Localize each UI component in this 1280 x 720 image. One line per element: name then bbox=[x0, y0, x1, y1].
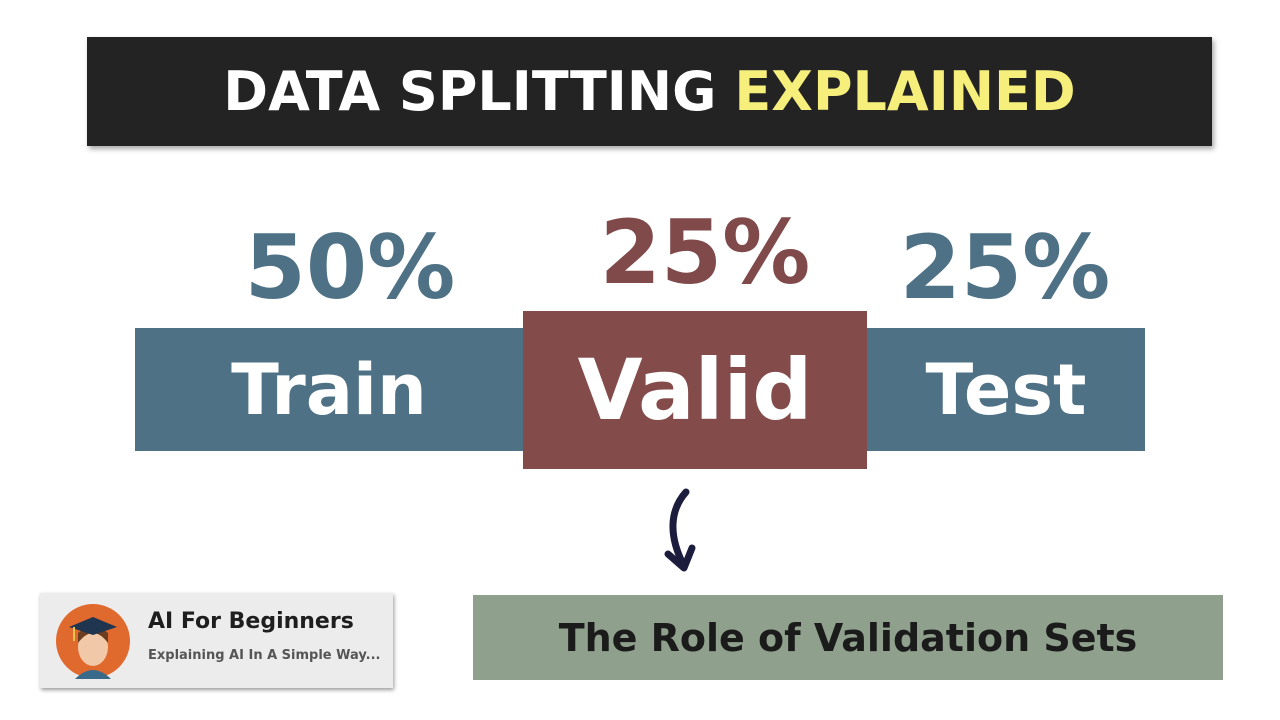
caption-text: The Role of Validation Sets bbox=[558, 615, 1138, 660]
train-label: Train bbox=[231, 348, 427, 431]
valid-label: Valid bbox=[577, 341, 813, 439]
title-highlight: EXPLAINED bbox=[734, 60, 1076, 123]
test-percent: 25% bbox=[899, 216, 1111, 319]
train-percent: 50% bbox=[244, 216, 456, 319]
title-banner: DATA SPLITTING EXPLAINED bbox=[87, 37, 1212, 146]
train-segment: Train bbox=[135, 328, 523, 451]
avatar bbox=[56, 604, 130, 679]
test-segment: Test bbox=[867, 328, 1145, 451]
caption-box: The Role of Validation Sets bbox=[473, 595, 1223, 680]
title-text: DATA SPLITTING bbox=[223, 60, 717, 123]
valid-segment: Valid bbox=[523, 311, 867, 469]
channel-badge: AI For Beginners Explaining AI In A Simp… bbox=[40, 593, 393, 688]
channel-tagline: Explaining AI In A Simple Way... bbox=[148, 648, 381, 663]
channel-name: AI For Beginners bbox=[148, 609, 354, 634]
test-label: Test bbox=[925, 348, 1087, 431]
arrow bbox=[664, 488, 696, 572]
valid-percent: 25% bbox=[599, 201, 811, 304]
